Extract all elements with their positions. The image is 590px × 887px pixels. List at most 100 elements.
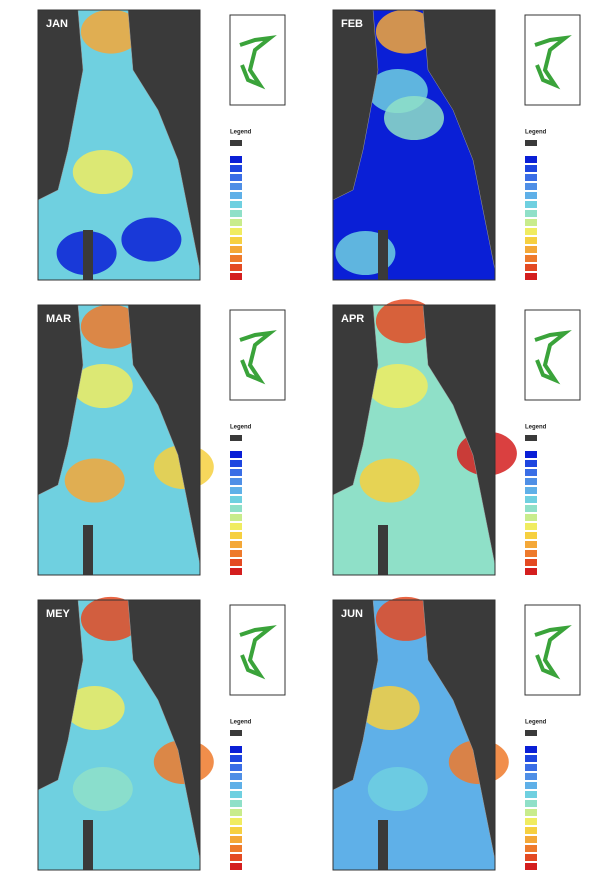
- legend-swatch: [230, 487, 242, 494]
- legend-swatch: [525, 746, 537, 753]
- legend-swatch: [525, 264, 537, 271]
- legend-swatch: [230, 845, 242, 852]
- zone: [367, 364, 428, 408]
- legend-title: Legend: [230, 720, 252, 726]
- zone: [80, 596, 141, 641]
- land-bottom: [378, 230, 388, 280]
- legend-swatch: [525, 228, 537, 235]
- panel-label: MEY: [46, 608, 71, 620]
- legend-swatch: [230, 836, 242, 843]
- map-panel: MAR Legend: [37, 304, 286, 576]
- legend-swatch: [525, 201, 537, 208]
- legend-land: [230, 140, 242, 146]
- legend-land: [230, 435, 242, 441]
- legend-title: Legend: [525, 720, 547, 726]
- legend-swatch: [525, 827, 537, 834]
- panel-label: APR: [341, 313, 364, 325]
- zone: [72, 364, 133, 408]
- legend-land: [230, 730, 242, 736]
- zone: [80, 9, 141, 54]
- legend-swatch: [525, 523, 537, 530]
- legend-swatch: [230, 809, 242, 816]
- legend-swatch: [525, 183, 537, 190]
- panel-label: FEB: [341, 18, 363, 30]
- legend-swatch: [230, 264, 242, 271]
- legend-swatch: [230, 818, 242, 825]
- map-frame: [37, 304, 201, 576]
- inset-island: [534, 35, 572, 90]
- land-bottom: [83, 820, 93, 870]
- legend-swatch: [525, 487, 537, 494]
- legend-swatch: [230, 514, 242, 521]
- land-bottom: [83, 230, 93, 280]
- zone: [375, 299, 436, 344]
- legend-swatch: [525, 809, 537, 816]
- panel-label: JUN: [341, 608, 363, 620]
- legend-swatch: [525, 514, 537, 521]
- legend-swatch: [525, 192, 537, 199]
- map-panel: APR Legend: [332, 299, 581, 576]
- legend-swatch: [525, 460, 537, 467]
- legend-swatch: [525, 755, 537, 762]
- map-frame: [37, 599, 201, 871]
- legend-swatch: [230, 746, 242, 753]
- zone: [64, 686, 125, 730]
- legend-swatch: [230, 469, 242, 476]
- legend-swatch: [230, 192, 242, 199]
- map-panel: MEY Legend: [37, 596, 286, 871]
- legend-swatch: [525, 469, 537, 476]
- legend-swatch: [525, 800, 537, 807]
- legend-swatch: [230, 791, 242, 798]
- legend-swatch: [230, 559, 242, 566]
- inset-island: [239, 35, 277, 90]
- zone: [375, 596, 436, 641]
- map-panel: JUN Legend: [332, 596, 581, 871]
- legend-swatch: [525, 165, 537, 172]
- zone: [80, 304, 141, 349]
- legend-swatch: [230, 800, 242, 807]
- zone: [121, 217, 182, 262]
- inset-frame: [229, 309, 286, 401]
- zone: [375, 9, 436, 54]
- legend-swatch: [525, 156, 537, 163]
- legend-swatch: [230, 210, 242, 217]
- legend-swatch: [230, 273, 242, 280]
- legend-swatch: [230, 165, 242, 172]
- legend-swatch: [525, 237, 537, 244]
- map-panel: JAN Legend: [37, 9, 286, 281]
- legend-swatch: [230, 478, 242, 485]
- legend-swatch: [525, 478, 537, 485]
- inset-island: [239, 625, 277, 680]
- land-bottom: [378, 820, 388, 870]
- legend-swatch: [525, 836, 537, 843]
- legend-swatch: [230, 764, 242, 771]
- legend-swatch: [525, 818, 537, 825]
- legend-swatch: [525, 505, 537, 512]
- legend-swatch: [230, 496, 242, 503]
- legend-swatch: [525, 764, 537, 771]
- zone: [359, 458, 420, 503]
- legend-swatch: [230, 782, 242, 789]
- zone: [384, 96, 444, 140]
- legend-swatch: [525, 174, 537, 181]
- panel-label: MAR: [46, 313, 71, 325]
- legend-swatch: [230, 550, 242, 557]
- inset-island: [534, 625, 572, 680]
- legend-swatch: [230, 228, 242, 235]
- map-panel: FEB Legend: [332, 9, 581, 281]
- legend-swatch: [230, 523, 242, 530]
- map-frame: [332, 599, 496, 871]
- legend-land: [525, 730, 537, 736]
- legend-title: Legend: [525, 425, 547, 431]
- legend-swatch: [230, 183, 242, 190]
- legend-swatch: [525, 541, 537, 548]
- legend-swatch: [525, 496, 537, 503]
- legend-swatch: [525, 791, 537, 798]
- legend-swatch: [525, 845, 537, 852]
- legend-swatch: [525, 451, 537, 458]
- legend-swatch: [230, 541, 242, 548]
- legend-land: [525, 435, 537, 441]
- legend-swatch: [525, 532, 537, 539]
